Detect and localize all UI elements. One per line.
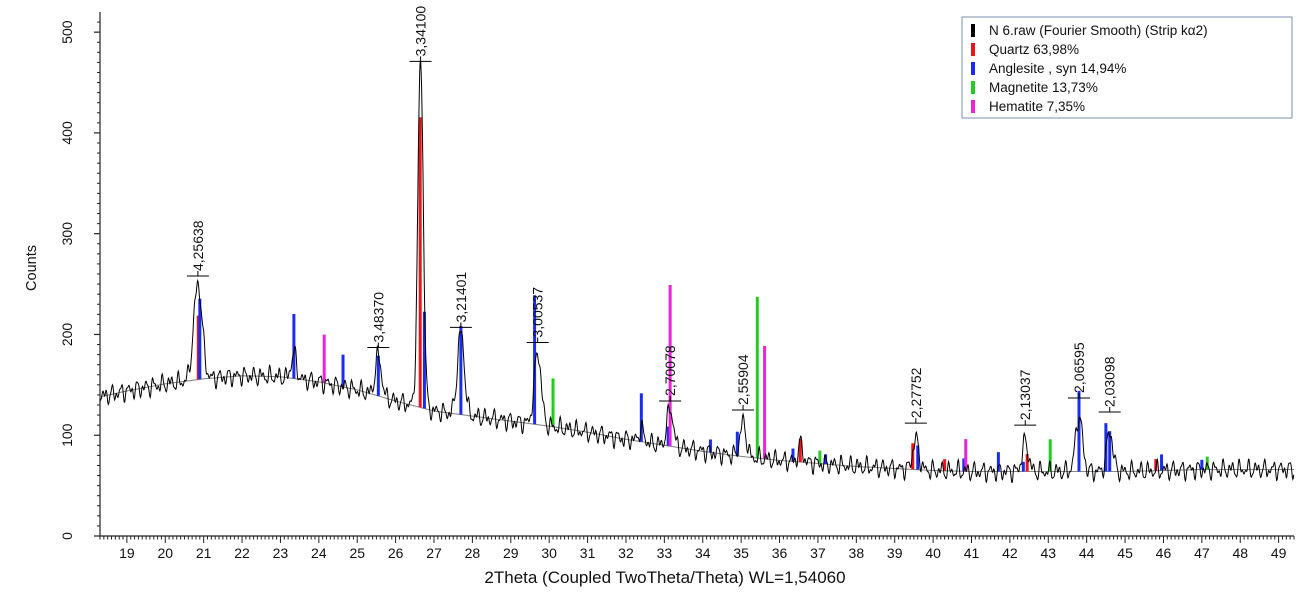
x-tick-label: 36	[772, 545, 788, 561]
x-tick-label: 24	[311, 545, 327, 561]
phase-sticks-layer	[196, 117, 1209, 472]
legend-entry: Hematite 7,35%	[971, 99, 1085, 114]
x-tick-label: 49	[1271, 545, 1287, 561]
peak-annotations-layer: 4,25638 3,48370 3,34100 3,21401 3,00537 2,700…	[186, 6, 1121, 426]
legend-entry: Anglesite , syn 14,94%	[971, 61, 1126, 76]
legend-label: Hematite 7,35%	[989, 99, 1085, 114]
peak-annotation: 3,00537	[526, 287, 549, 344]
x-tick-label: 30	[541, 545, 557, 561]
x-tick-label: 25	[349, 545, 365, 561]
peak-label: 2,13037	[1017, 369, 1033, 420]
peak-annotation: 2,55904	[732, 354, 755, 411]
legend-entry: Magnetite 13,73%	[971, 80, 1098, 95]
x-tick-label: 21	[196, 545, 212, 561]
x-tick-label: 38	[849, 545, 865, 561]
x-tick-label: 19	[119, 545, 135, 561]
legend-label: Magnetite 13,73%	[989, 80, 1098, 95]
x-tick-label: 27	[426, 545, 442, 561]
phase-sticks-hematite	[322, 284, 968, 472]
pattern-curve-layer	[99, 60, 1295, 484]
x-tick-label: 33	[657, 545, 673, 561]
x-tick-label: 43	[1041, 545, 1057, 561]
legend-swatch	[971, 100, 975, 113]
x-tick-label: 40	[925, 545, 941, 561]
x-tick-label: 39	[887, 545, 903, 561]
x-tick-label: 41	[964, 545, 980, 561]
x-tick-label: 22	[234, 545, 250, 561]
x-tick-label: 35	[733, 545, 749, 561]
legend-swatch	[971, 81, 975, 94]
peak-annotation: 3,34100	[409, 6, 432, 62]
x-tick-label: 46	[1156, 545, 1172, 561]
legend-box	[961, 16, 1293, 119]
peak-label: 2,70078	[662, 345, 678, 396]
peak-label: 2,06595	[1071, 342, 1087, 393]
y-tick-label: 500	[59, 20, 75, 44]
peak-label: 4,25638	[190, 220, 206, 271]
legend: N 6.raw (Fourier Smooth) (Strip kα2) Quar…	[961, 16, 1293, 119]
legend-label: Anglesite , syn 14,94%	[989, 61, 1126, 76]
x-tick-label: 32	[618, 545, 634, 561]
legend-swatch	[971, 24, 975, 37]
peak-label: 3,00537	[530, 287, 546, 338]
legend-entry: Quartz 63,98%	[971, 42, 1079, 57]
x-tick-label: 23	[273, 545, 289, 561]
x-tick-label: 34	[695, 545, 711, 561]
peak-annotation: 3,48370	[367, 292, 390, 349]
x-tick-label: 31	[580, 545, 596, 561]
y-tick-label: 300	[59, 222, 75, 246]
x-axis-label: 2Theta (Coupled TwoTheta/Theta) WL=1,540…	[484, 568, 845, 587]
pattern-curve	[99, 60, 1295, 484]
x-tick-label: 28	[465, 545, 481, 561]
legend-swatch	[971, 43, 975, 56]
phase-sticks-quartz	[196, 117, 1158, 472]
x-tick-label: 26	[388, 545, 404, 561]
legend-label: N 6.raw (Fourier Smooth) (Strip kα2)	[989, 23, 1208, 38]
peak-annotation: 3,21401	[449, 272, 472, 328]
x-axis: 19 20 21 22 23 24 25 26 27 28 29 30 31 32 33 34 35 36 37 38…	[99, 535, 1295, 561]
x-tick-label: 44	[1079, 545, 1095, 561]
legend-label: Quartz 63,98%	[989, 42, 1079, 57]
legend-swatch	[971, 62, 975, 75]
peak-label: 3,34100	[413, 6, 429, 57]
y-tick-label: 0	[59, 532, 75, 540]
y-tick-label: 100	[59, 423, 75, 447]
peak-label: 3,21401	[453, 272, 469, 323]
peak-annotation: 2,13037	[1014, 369, 1037, 426]
y-tick-label: 200	[59, 323, 75, 347]
peak-label: 2,27752	[908, 367, 924, 418]
y-axis: 0 100 200 300 400 500	[59, 12, 101, 540]
x-tick-label: 47	[1194, 545, 1210, 561]
peak-annotation: 2,06595	[1068, 342, 1091, 399]
peak-annotation: 2,70078	[659, 345, 682, 402]
x-tick-label: 45	[1117, 545, 1133, 561]
legend-entry: N 6.raw (Fourier Smooth) (Strip kα2)	[971, 23, 1208, 38]
peak-label: 3,48370	[370, 292, 386, 343]
peak-label: 2,55904	[735, 354, 751, 405]
x-tick-label: 42	[1002, 545, 1018, 561]
x-tick-label: 20	[157, 545, 173, 561]
x-tick-label: 29	[503, 545, 519, 561]
y-axis-label: Counts	[24, 245, 40, 291]
y-tick-label: 400	[59, 121, 75, 145]
peak-annotation: 4,25638	[186, 220, 209, 277]
peak-annotation: 2,03098	[1098, 356, 1121, 413]
peak-label: 2,03098	[1102, 356, 1118, 407]
peak-annotation: 2,27752	[904, 367, 927, 424]
x-tick-label: 37	[810, 545, 826, 561]
x-tick-label: 48	[1232, 545, 1248, 561]
